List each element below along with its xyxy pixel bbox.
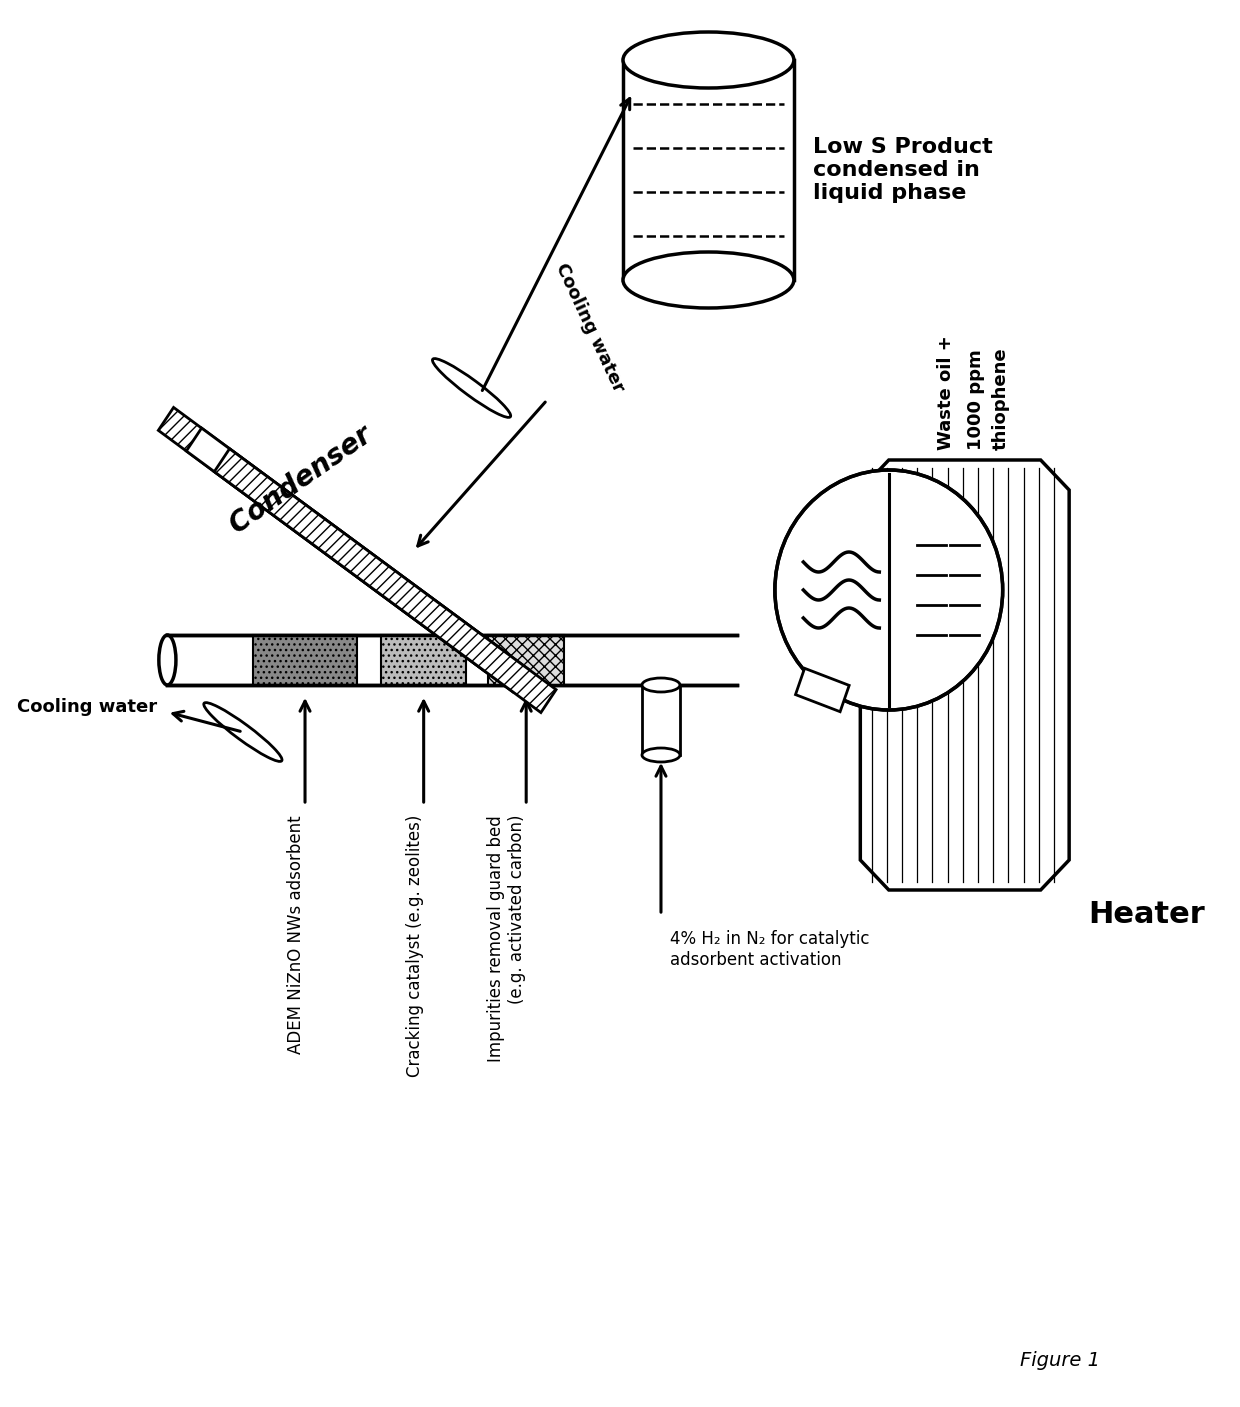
Circle shape [775, 470, 1003, 711]
Polygon shape [796, 668, 849, 712]
Bar [167, 635, 737, 685]
Bar [622, 61, 794, 280]
Bar [381, 635, 466, 685]
Text: Low S Product
condensed in
liquid phase: Low S Product condensed in liquid phase [813, 136, 992, 203]
Ellipse shape [622, 252, 794, 308]
Polygon shape [215, 449, 556, 712]
Bar [253, 635, 357, 685]
Ellipse shape [159, 635, 176, 685]
Text: 1000 ppm: 1000 ppm [967, 349, 985, 450]
Bar [642, 685, 680, 756]
Text: Condenser: Condenser [224, 421, 377, 539]
Polygon shape [861, 460, 1069, 891]
Text: thiophene: thiophene [992, 348, 1009, 450]
Ellipse shape [622, 32, 794, 89]
Text: Waste oil +: Waste oil + [936, 335, 955, 450]
Text: ADEM NiZnO NWs adsorbent: ADEM NiZnO NWs adsorbent [286, 815, 305, 1054]
Ellipse shape [203, 702, 281, 761]
Ellipse shape [433, 359, 511, 418]
Text: Cooling water: Cooling water [552, 260, 627, 395]
Polygon shape [186, 428, 528, 692]
Ellipse shape [642, 749, 680, 763]
Polygon shape [159, 408, 500, 671]
Text: Figure 1: Figure 1 [1019, 1351, 1100, 1370]
Text: Heater: Heater [1089, 900, 1205, 929]
Bar [489, 635, 564, 685]
Ellipse shape [642, 678, 680, 692]
Text: Impurities removal guard bed
(e.g. activated carbon): Impurities removal guard bed (e.g. activ… [487, 815, 526, 1062]
Text: Cooling water: Cooling water [17, 698, 157, 716]
Text: Cracking catalyst (e.g. zeolites): Cracking catalyst (e.g. zeolites) [405, 815, 424, 1078]
Text: 4% H₂ in N₂ for catalytic
adsorbent activation: 4% H₂ in N₂ for catalytic adsorbent acti… [671, 930, 870, 969]
